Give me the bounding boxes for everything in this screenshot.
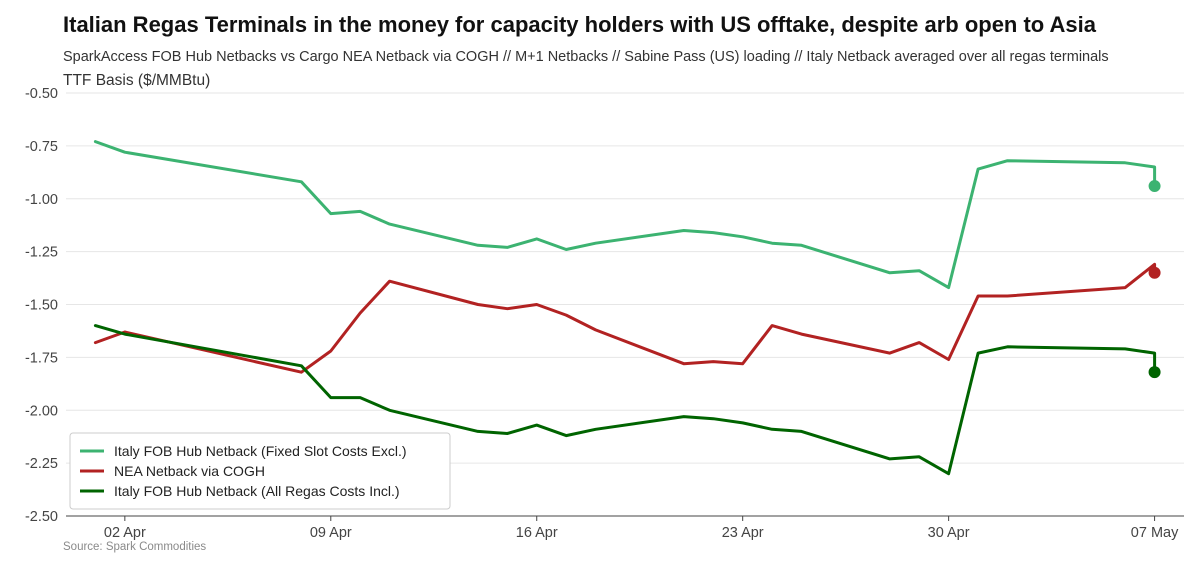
legend-label: Italy FOB Hub Netback (All Regas Costs I…	[114, 483, 400, 499]
legend-label: Italy FOB Hub Netback (Fixed Slot Costs …	[114, 443, 407, 459]
y-tick-label: -2.25	[25, 456, 58, 472]
x-tick-label: 30 Apr	[928, 525, 970, 541]
legend-label: NEA Netback via COGH	[114, 463, 265, 479]
x-tick-label: 16 Apr	[516, 525, 558, 541]
chart-subtitle: SparkAccess FOB Hub Netbacks vs Cargo NE…	[63, 49, 1109, 65]
series-line-2	[93, 262, 1157, 374]
series-lines	[93, 140, 1161, 476]
legend-box	[69, 432, 451, 510]
series-end-marker-2	[1148, 266, 1161, 279]
series-line-1	[93, 140, 1157, 290]
x-tick-label: 02 Apr	[104, 525, 146, 541]
source-note: Source: Spark Commodities	[63, 541, 207, 553]
y-tick-label: -2.50	[25, 509, 58, 525]
y-tick-label: -1.50	[25, 298, 58, 314]
y-tick-label: -0.75	[25, 139, 58, 155]
y-tick-label: -2.00	[25, 403, 58, 419]
chart-title: Italian Regas Terminals in the money for…	[63, 12, 1097, 37]
x-tick-label: 07 May	[1131, 525, 1179, 541]
y-axis-label: TTF Basis ($/MMBtu)	[63, 72, 211, 89]
y-tick-label: -1.00	[25, 192, 58, 208]
series-end-marker-1	[1148, 180, 1161, 193]
y-tick-label: -0.50	[25, 86, 58, 102]
series-line-3	[93, 324, 1157, 476]
series-end-marker-3	[1148, 366, 1161, 379]
y-tick-label: -1.25	[25, 245, 58, 261]
x-tick-label: 09 Apr	[310, 525, 352, 541]
y-tick-label: -1.75	[25, 350, 58, 366]
x-tick-label: 23 Apr	[722, 525, 764, 541]
axes: -0.50 -0.75 -1.00 -1.25 -1.50 -1.75 -2.00 -2.25…	[25, 86, 1184, 541]
legend: Italy FOB Hub Netback (Fixed Slot Costs …	[69, 432, 451, 510]
